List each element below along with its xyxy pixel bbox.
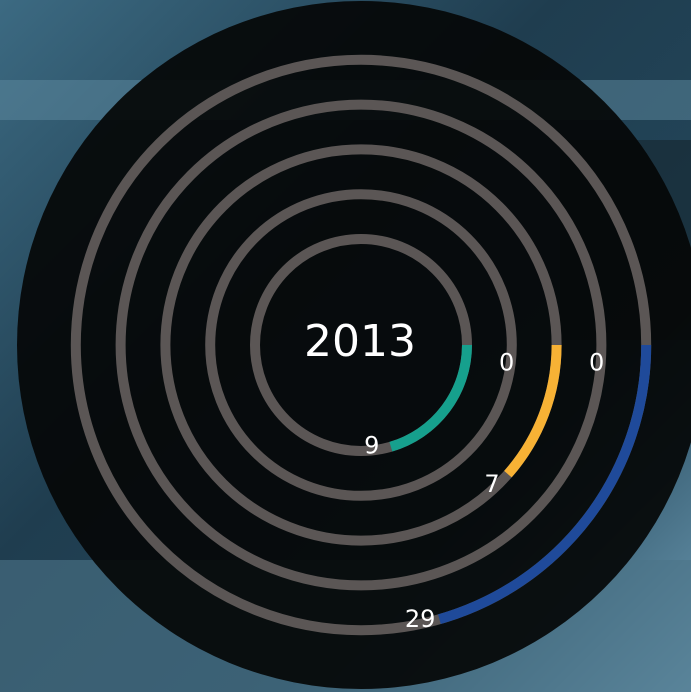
value-label: 9 <box>364 431 379 459</box>
ring-arc <box>389 344 472 452</box>
value-label: 29 <box>405 605 436 633</box>
ring-arc <box>438 344 652 625</box>
ring-track <box>205 189 517 501</box>
ring-track <box>115 99 607 591</box>
chart-title: 2013 <box>304 316 416 367</box>
value-label: 0 <box>499 348 514 376</box>
value-label: 0 <box>589 349 604 377</box>
ring-arc <box>504 344 562 478</box>
value-label: 7 <box>484 470 499 498</box>
